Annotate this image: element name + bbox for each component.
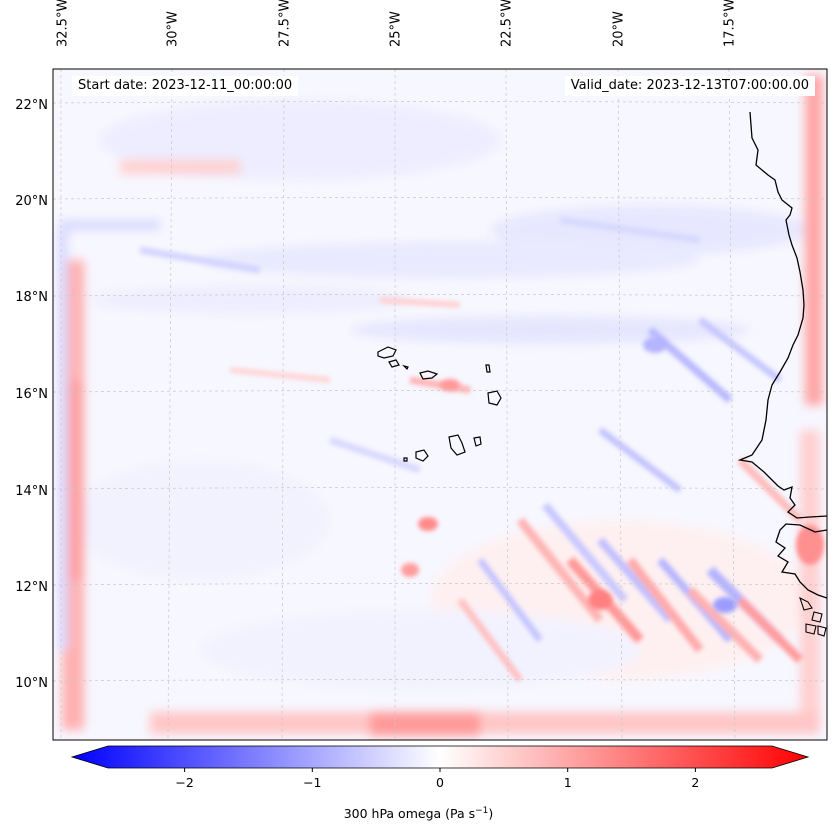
- cape-verde-islands: [377, 346, 502, 462]
- start-date-label: Start date: 2023-12-11_00:00:00: [72, 76, 299, 96]
- colorbar-tick-label: 0: [436, 775, 444, 790]
- omega-field: [53, 69, 827, 740]
- valid-date-label: Valid_date: 2023-12-13T07:00:00.00: [564, 76, 815, 96]
- lat-label: 16°N: [15, 387, 48, 402]
- colorbar-tick-label: 2: [691, 775, 699, 790]
- lat-label: 14°N: [15, 484, 48, 499]
- africa-coastline-south: [775, 523, 827, 599]
- africa-coastline: [737, 111, 827, 519]
- lat-label: 12°N: [15, 580, 48, 595]
- bijagos-islands: [799, 596, 827, 637]
- colorbar-tick-label: −1: [303, 775, 321, 790]
- colorbar-title: 300 hPa omega (Pa s−1): [0, 806, 837, 821]
- lat-label: 18°N: [15, 290, 48, 305]
- colorbar-title-unit-exponent: −1: [475, 806, 489, 816]
- colorbar-title-text: 300 hPa omega (Pa s: [343, 806, 476, 822]
- colorbar-tick-label: 1: [564, 775, 572, 790]
- lat-label: 20°N: [15, 194, 48, 209]
- gridlines: [53, 69, 827, 740]
- colorbar: −2 −1 0 1 2: [70, 745, 810, 790]
- colorbar-ticks: −2 −1 0 1 2: [175, 768, 699, 790]
- colorbar-tick-label: −2: [175, 775, 193, 790]
- lat-label: 22°N: [15, 98, 48, 113]
- lat-label: 10°N: [15, 676, 48, 691]
- map-frame: [52, 68, 828, 741]
- colorbar-title-end: ): [488, 806, 494, 822]
